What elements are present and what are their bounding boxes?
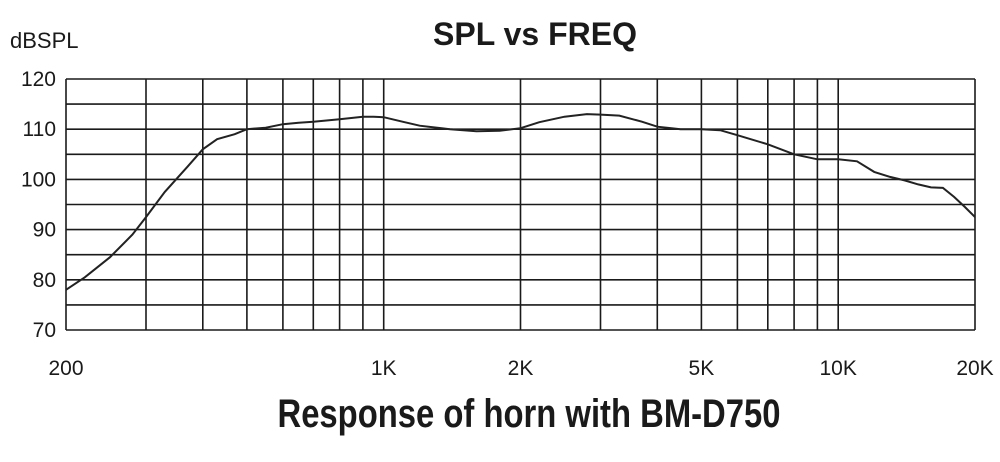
y-tick-label: 80 xyxy=(33,269,56,292)
x-tick-label: 200 xyxy=(48,357,83,380)
y-tick-label: 120 xyxy=(21,68,56,91)
x-tick-label: 20K xyxy=(956,357,993,380)
y-axis-label: dBSPL xyxy=(10,28,79,53)
series-line xyxy=(65,113,976,291)
y-tick-label: 70 xyxy=(33,319,56,342)
y-tick-label: 110 xyxy=(23,118,56,141)
x-tick-labels: 200 1K 2K 5K 10K 20K xyxy=(48,357,993,380)
chart-grid xyxy=(65,78,976,331)
y-tick-label: 90 xyxy=(33,219,56,242)
x-tick-label: 5K xyxy=(689,357,715,380)
y-tick-label: 100 xyxy=(21,168,56,191)
chart-title: SPL vs FREQ xyxy=(433,16,637,52)
x-tick-label: 1K xyxy=(371,357,397,380)
chart-caption: Response of horn with BM-D750 xyxy=(277,392,781,436)
y-tick-labels: 70 80 90 100 110 120 xyxy=(21,68,56,342)
x-tick-label: 2K xyxy=(508,357,534,380)
x-tick-label: 10K xyxy=(819,357,856,380)
